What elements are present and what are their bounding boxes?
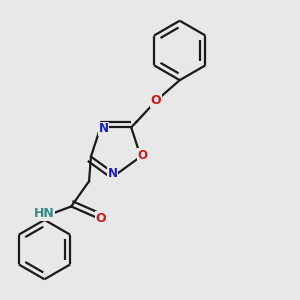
Text: O: O [96, 212, 106, 225]
Text: HN: HN [34, 207, 55, 220]
Text: N: N [108, 167, 118, 180]
Text: O: O [137, 148, 147, 162]
Text: O: O [151, 94, 161, 107]
Text: N: N [98, 122, 108, 135]
